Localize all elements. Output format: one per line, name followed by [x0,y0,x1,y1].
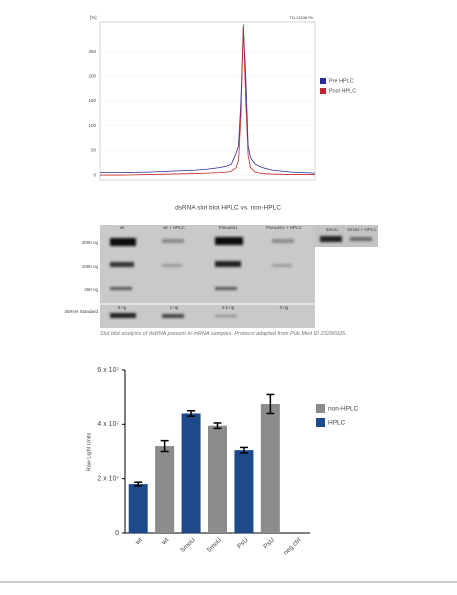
blot-amount-label: 2 ng [170,305,179,310]
blot-caption: Slot blot analysis of dsRNA present in m… [100,331,390,338]
blot-row-label: dsRNA Standard [64,309,98,314]
legend-label: HPLC [328,420,346,427]
blot-amount-label: 0.5 ng [222,305,235,310]
line-series [100,24,315,175]
blot-column-label: 5moU [326,227,338,232]
bar [129,484,148,533]
blot-row-label: 4000 ng [82,240,99,245]
annotation: TD-13538 Pk [289,15,313,20]
page: dsRNA slot blot HPLC vs. non-HPLC wt wt +… [0,0,457,590]
legend-swatch [316,418,325,427]
y-tick-label: 250 [88,49,96,54]
y-tick-label: 50 [91,148,97,153]
legend-swatch [316,404,325,413]
x-tick-label: neg ctrl [282,536,302,556]
bar [261,404,280,533]
bar [234,450,253,533]
x-tick-label: 5moU [179,536,196,553]
legend-swatch [320,88,326,94]
figure: dsRNA slot blot HPLC vs. non-HPLC wt wt +… [0,0,457,590]
x-tick-label: wt [134,537,144,547]
blot-column-label: wt + HPLC [163,225,185,230]
line-series [100,27,315,173]
x-tick-label: wt [160,537,170,547]
y-tick-label: 100 [88,123,96,128]
y-tick-label: 0 [115,530,119,537]
blot-column-label: PseudoU + HPLC [266,225,302,230]
x-tick-label: PsU [236,536,250,550]
y-tick-label: 2 x 10⁷ [97,476,119,483]
y-tick-label: 0 [93,172,96,177]
legend-label: Pre HPLC [329,78,354,84]
blot-title: dsRNA slot blot HPLC vs. non-HPLC [175,205,281,212]
x-tick-label: PsU [262,536,276,550]
legend-label: Post HPLC [329,88,356,94]
blot-amount-label: 0 ng [280,305,289,310]
bar [182,413,201,533]
y-tick-label: 200 [88,74,96,79]
bar [208,426,227,533]
y-tick-label: 6 x 10⁷ [97,367,119,374]
blot-row-label: 1000 ng [82,264,99,269]
blot-amount-label: 8 ng [118,305,127,310]
blot-column-label: 5moU + HPLC [347,227,377,232]
y-tick-label: 4 x 10⁷ [97,421,119,428]
legend-label: non-HPLC [328,406,359,413]
legend-swatch [320,78,326,84]
y-axis-label: Raw Light Units [86,432,92,471]
y-tick-label: 150 [88,98,96,103]
blot-row-label: 250 ng [84,287,98,292]
y-axis-label: [%] [90,15,97,20]
bar [155,446,174,533]
x-tick-label: 5moU [206,536,223,553]
blot-column-label: PseudoU [219,225,238,230]
blot-column-label: wt [120,225,125,230]
